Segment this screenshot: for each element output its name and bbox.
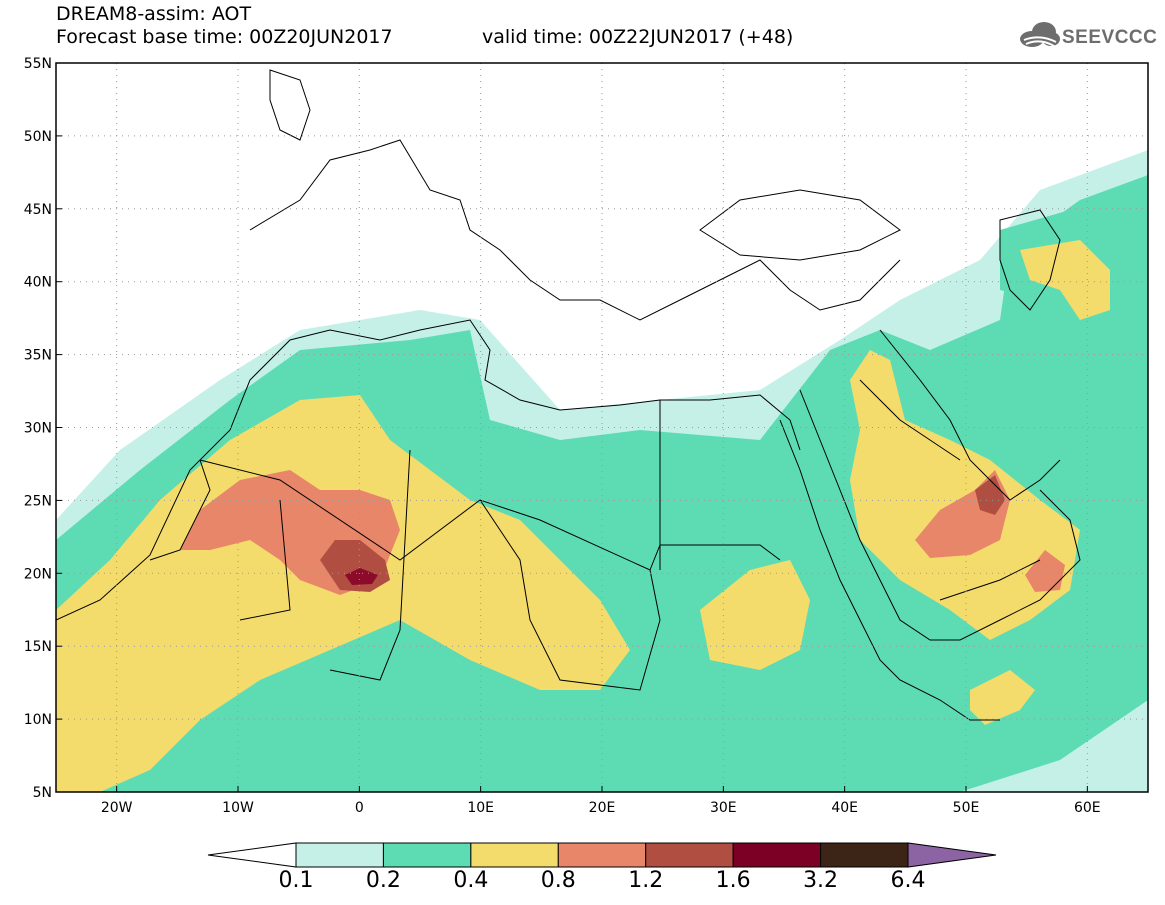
- colorbar-label: 1.2: [628, 868, 664, 893]
- colorbar-label: 0.2: [365, 868, 401, 893]
- title-line-1: DREAM8-assim: AOT: [56, 3, 252, 25]
- lat-label: 30N: [24, 421, 52, 437]
- coast-redsea-west: [779, 419, 1000, 721]
- coast-britain: [269, 69, 311, 141]
- border-2: [149, 459, 211, 561]
- colorbar-box: [470, 842, 559, 868]
- border-3: [239, 499, 291, 621]
- aot-band-1.2-gulf: [975, 475, 1005, 515]
- aot-band-0.4-arabia: [850, 350, 1080, 640]
- lat-label: 35N: [24, 348, 52, 364]
- lon-label: 20E: [589, 800, 616, 816]
- coast-blacksea: [699, 189, 901, 261]
- lat-label: 40N: [24, 275, 52, 291]
- lon-label: 50E: [953, 800, 980, 816]
- colorbar-box: [732, 842, 822, 868]
- lat-label: 50N: [24, 129, 52, 145]
- aot-band-1.6: [345, 568, 378, 585]
- coast-europe: [249, 139, 901, 321]
- coast-gulf: [879, 329, 1061, 501]
- lon-label: 30E: [710, 800, 737, 816]
- aot-band-0.4-somalia: [970, 670, 1035, 725]
- coast-africa-west: [56, 319, 801, 621]
- lat-axis: 5N 10N 15N 20N 25N 30N 35N 40N 45N 50N 55N: [24, 56, 62, 801]
- lon-label: 10W: [222, 800, 254, 816]
- coast-caspian: [999, 209, 1061, 311]
- lat-label: 10N: [24, 712, 52, 728]
- logo-text: SEEVCCC: [1062, 27, 1158, 48]
- lat-label: 55N: [24, 56, 52, 72]
- border-5: [479, 499, 661, 691]
- aot-band-0.4-sudan: [700, 560, 810, 670]
- lon-label: 10E: [467, 800, 494, 816]
- border-1: [199, 459, 781, 571]
- colorbar-box: [557, 842, 647, 868]
- lon-label: 20W: [101, 800, 133, 816]
- border-7: [859, 379, 961, 461]
- colorbar-label: 3.2: [803, 868, 839, 893]
- lat-label: 45N: [24, 202, 52, 218]
- title-line-2: Forecast base time: 00Z20JUN2017: [56, 26, 393, 48]
- lon-label: 60E: [1074, 800, 1101, 816]
- colorbar: [207, 842, 997, 868]
- aot-band-0.4-caspian: [1020, 240, 1110, 320]
- colorbar-box: [820, 842, 909, 868]
- aot-band-0.8-oman: [1025, 550, 1065, 592]
- colorbar-label: 6.4: [890, 868, 926, 893]
- colorbar-box: [382, 842, 472, 868]
- colorbar-over-triangle: [907, 842, 997, 868]
- colorbar-label: 0.4: [453, 868, 489, 893]
- colorbar-box: [645, 842, 734, 868]
- lat-label: 20N: [24, 566, 52, 582]
- colorbar-label: 0.8: [540, 868, 576, 893]
- colorbar-label: 0.1: [278, 868, 314, 893]
- colorbar-label: 1.6: [715, 868, 751, 893]
- lat-label: 5N: [33, 785, 52, 801]
- lat-label: 15N: [24, 639, 52, 655]
- lon-label: 0: [355, 800, 364, 816]
- graticule: [56, 63, 1148, 792]
- colorbar-under-triangle: [207, 842, 297, 868]
- border-4: [329, 449, 411, 681]
- cloud-icon: [1020, 22, 1060, 47]
- lat-label: 25N: [24, 493, 52, 509]
- border-8: [939, 559, 1041, 601]
- coastlines: [56, 69, 1081, 721]
- coast-redsea-east: [799, 389, 1081, 641]
- colorbar-box: [295, 842, 384, 868]
- seevccc-logo: [1018, 20, 1153, 60]
- lon-axis: 20W 10W 0 10E 20E 30E 40E 50E 60E: [101, 786, 1101, 816]
- valid-time: valid time: 00Z22JUN2017 (+48): [482, 26, 794, 48]
- lon-label: 40E: [831, 800, 858, 816]
